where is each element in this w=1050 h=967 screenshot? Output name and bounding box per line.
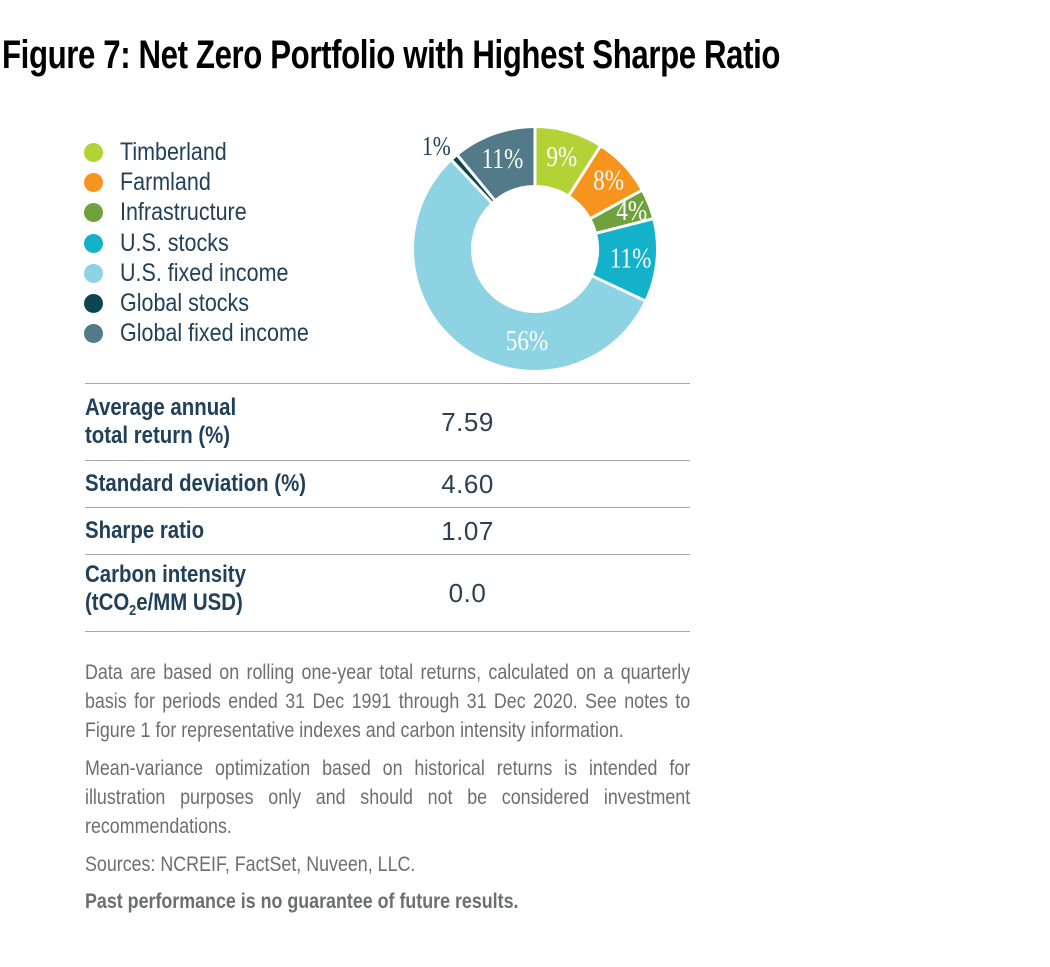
donut-slice-label: 9% — [546, 141, 577, 173]
legend-item-infrastructure: Infrastructure — [84, 198, 340, 228]
legend-item-global-fixed-income: Global fixed income — [84, 319, 340, 349]
chart-legend: Timberland Farmland Infrastructure U.S. sto… — [84, 137, 340, 349]
figure-title: Figure 7: Net Zero Portfolio with Highes… — [2, 32, 781, 77]
legend-item-global-stocks: Global stocks — [84, 288, 340, 318]
legend-item-u-s-stocks: U.S. stocks — [84, 228, 340, 258]
legend-swatch-icon — [84, 142, 103, 162]
row-value: 1.07 — [441, 515, 494, 546]
legend-swatch-icon — [84, 203, 103, 223]
legend-label: Timberland — [120, 137, 227, 166]
legend-label: Infrastructure — [120, 198, 247, 227]
table-row-standard-deviation: Standard deviation (%) 4.60 — [85, 461, 690, 508]
legend-label: U.S. stocks — [120, 228, 229, 257]
legend-swatch-icon — [84, 263, 103, 283]
legend-swatch-icon — [84, 294, 103, 314]
legend-item-timberland: Timberland — [84, 137, 340, 167]
donut-slice-global-stocks — [452, 155, 495, 203]
footnote-past-performance: Past performance is no guarantee of futu… — [85, 890, 519, 913]
legend-item-farmland: Farmland — [84, 167, 340, 197]
table-row-sharpe-ratio: Sharpe ratio 1.07 — [85, 508, 690, 555]
row-label: Sharpe ratio — [85, 517, 205, 544]
row-label: Carbon intensity (tCO2e/MM USD) — [85, 560, 246, 620]
legend-swatch-icon — [84, 324, 103, 344]
row-value: 4.60 — [441, 468, 494, 499]
legend-label: Global fixed income — [120, 319, 309, 348]
legend-label: U.S. fixed income — [120, 258, 289, 287]
row-value: 0.0 — [448, 577, 487, 608]
donut-slice-label: 11% — [610, 242, 652, 274]
table-row-carbon-intensity: Carbon intensity (tCO2e/MM USD) 0.0 — [85, 555, 690, 632]
row-value: 7.59 — [441, 406, 494, 437]
slice-separator — [567, 145, 602, 197]
slice-separator — [589, 188, 643, 220]
donut-slice-label: 56% — [506, 325, 549, 357]
legend-label: Global stocks — [120, 289, 250, 318]
donut-chart: 9% 8% 4% 11% 56% 1% 11% — [395, 105, 695, 385]
footnote-mvo: Mean-variance optimization based on hist… — [85, 757, 691, 838]
footnote-sources: Sources: NCREIF, FactSet, Nuveen, LLC. — [85, 853, 416, 876]
donut-slice-label: 8% — [593, 164, 624, 196]
donut-slice-u-s-fixed-income — [413, 160, 645, 370]
donut-slice-global-fixed-income — [457, 128, 535, 200]
slice-separator — [591, 274, 647, 303]
donut-slice-u-s-stocks — [592, 218, 656, 301]
donut-slice-label: 1% — [422, 132, 451, 162]
donut-slice-timberland — [535, 128, 600, 195]
table-row-average-annual-total-return: Average annual total return (%) 7.59 — [85, 384, 690, 461]
donut-slice-label: 4% — [616, 195, 647, 227]
legend-item-u-s-fixed-income: U.S. fixed income — [84, 258, 340, 288]
row-label: Average annual total return (%) — [85, 394, 237, 449]
legend-label: Farmland — [120, 167, 211, 196]
legend-swatch-icon — [84, 233, 103, 253]
slice-separator — [595, 217, 654, 235]
donut-slice-label: 11% — [482, 143, 524, 175]
footnotes: Data are based on rolling one-year total… — [85, 658, 690, 916]
footnote-data-basis: Data are based on rolling one-year total… — [85, 661, 691, 742]
row-label: Standard deviation (%) — [85, 470, 307, 497]
slice-separator — [450, 159, 493, 205]
slice-separator — [456, 154, 496, 202]
legend-swatch-icon — [84, 172, 103, 192]
stats-table: Average annual total return (%) 7.59 Sta… — [85, 383, 690, 632]
